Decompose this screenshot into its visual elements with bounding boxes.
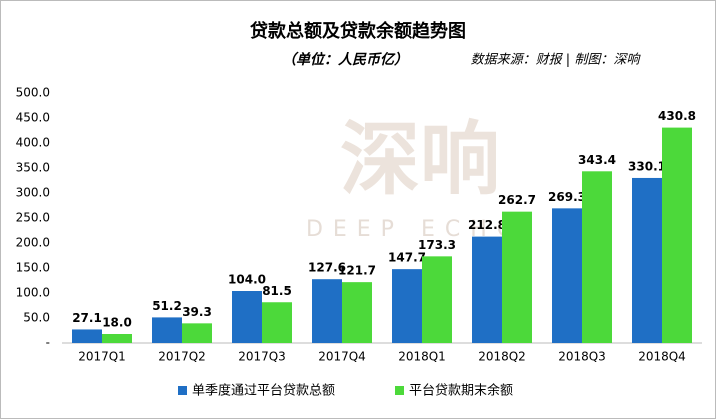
value-label: 430.8 — [658, 109, 696, 123]
y-tick-label: 150.0 — [16, 261, 50, 275]
y-tick-label: 100.0 — [16, 286, 50, 300]
value-label: 81.5 — [262, 284, 292, 298]
bar — [312, 279, 342, 343]
x-tick-label: 2017Q4 — [318, 350, 366, 364]
value-label: 18.0 — [102, 316, 132, 330]
y-tick-label: 200.0 — [16, 236, 50, 250]
bar — [632, 177, 662, 343]
watermark: 深响 — [340, 113, 500, 206]
chart-title: 贷款总额及贷款余额趋势图 — [250, 20, 466, 42]
x-tick-label: 2017Q2 — [158, 350, 206, 364]
value-label: 173.3 — [418, 238, 456, 252]
y-tick-label: 50.0 — [23, 311, 50, 325]
x-tick-label: 2017Q3 — [238, 350, 286, 364]
value-label: 147.7 — [388, 251, 426, 265]
bar — [422, 256, 452, 343]
x-tick-label: 2017Q1 — [78, 350, 126, 364]
bar — [72, 329, 102, 343]
x-tick-label: 2018Q4 — [638, 350, 686, 364]
y-tick-label: 500.0 — [16, 86, 50, 100]
y-tick-label: 400.0 — [16, 136, 50, 150]
value-label: 27.1 — [72, 311, 102, 325]
value-label: 343.4 — [578, 153, 616, 167]
y-tick-label: - — [46, 336, 50, 350]
bar — [552, 208, 582, 343]
value-label: 39.3 — [182, 305, 212, 319]
x-tick-label: 2018Q1 — [398, 350, 446, 364]
bar — [182, 323, 212, 343]
legend-label: 平台贷款期末余额 — [409, 383, 513, 399]
chart-source: 数据来源：财报 | 制图：深响 — [471, 53, 642, 68]
value-label: 104.0 — [228, 273, 266, 287]
bar — [472, 236, 502, 343]
x-tick-label: 2018Q3 — [558, 350, 606, 364]
y-tick-label: 250.0 — [16, 211, 50, 225]
bar — [582, 171, 612, 343]
value-label: 51.2 — [152, 299, 182, 313]
bar — [392, 269, 422, 343]
value-label: 121.7 — [338, 264, 376, 278]
value-label: 269.3 — [548, 190, 586, 204]
bar — [502, 211, 532, 343]
value-label: 262.7 — [498, 193, 536, 207]
y-tick-label: 450.0 — [16, 111, 50, 125]
bar — [102, 334, 132, 343]
legend-label: 单季度通过平台贷款总额 — [192, 383, 335, 399]
value-label: 330.1 — [628, 159, 666, 173]
chart-subtitle: （单位：人民币亿） — [282, 51, 408, 68]
y-tick-label: 350.0 — [16, 161, 50, 175]
value-label: 212.8 — [468, 218, 506, 232]
legend-swatch — [178, 386, 187, 395]
bar — [232, 291, 262, 343]
bar — [262, 302, 292, 343]
legend-swatch — [395, 386, 404, 395]
x-tick-label: 2018Q2 — [478, 350, 526, 364]
bar — [152, 317, 182, 343]
y-tick-label: 300.0 — [16, 186, 50, 200]
bar — [662, 127, 692, 343]
bar — [342, 282, 372, 343]
value-label: 127.6 — [308, 261, 346, 275]
